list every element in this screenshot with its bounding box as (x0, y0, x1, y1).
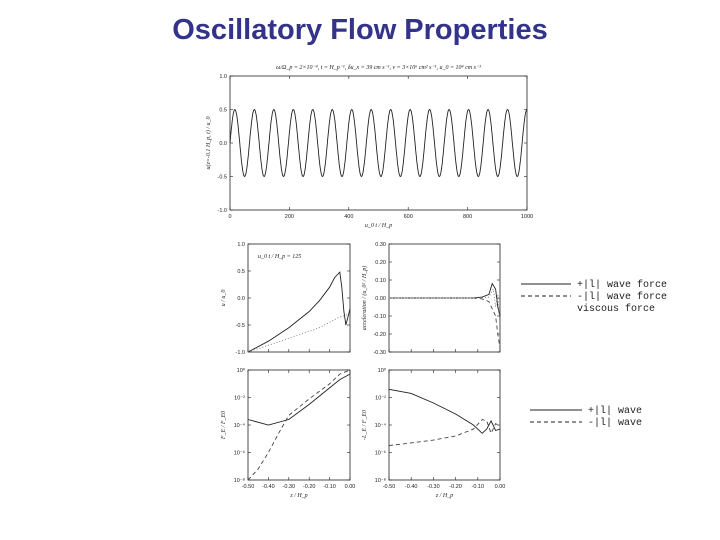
panel-4-ytick-label: 10⁻⁴ (234, 422, 246, 429)
panel-4-ytick-label: 10⁻² (234, 396, 245, 402)
panel-3-ytick-label: 0.00 (375, 296, 386, 302)
legend-waves-label: +|l| wave (588, 405, 642, 417)
panel-4-xtick-label: -0.30 (283, 484, 296, 490)
panel-4-series-dashed (247, 369, 351, 481)
panel-3-ylabel: acceleration / (u_0² / H_p) (361, 266, 368, 330)
panel-1-title: ω/Ω_p = 2×10⁻⁴, t = H_p⁻¹, δu_x = 39 cm … (276, 65, 481, 71)
panel-4-xtick-label: -0.50 (242, 484, 255, 490)
panel-4-xlabel: z / H_p (289, 493, 307, 499)
panel-1-xtick-label: 400 (344, 214, 353, 220)
panel-1-ytick-label: -0.5 (218, 175, 227, 181)
panel-4-series-solid (247, 373, 351, 426)
panel-1-frame (229, 75, 528, 211)
panel-3-ytick-label: -0.20 (373, 332, 386, 338)
panel-4-ytick-label: 10⁻⁸ (234, 477, 245, 484)
panel-5-ytick-label: 10⁰ (378, 367, 387, 374)
panel-4-xtick-label: -0.10 (323, 484, 336, 490)
panel-3-ytick-label: 0.10 (375, 278, 386, 284)
slide-title: Oscillatory Flow Properties (172, 14, 548, 46)
panel-5-series-solid (388, 388, 501, 434)
panel-1-xtick-label: 200 (285, 214, 294, 220)
panel-1-xtick-label: 600 (404, 214, 413, 220)
panel-3-ytick-label: -0.30 (373, 350, 386, 356)
panel-2-ytick-label: 0.0 (237, 296, 245, 302)
panel-5-ytick-label: 10⁻⁴ (375, 422, 387, 429)
panel-5-frame (388, 369, 501, 481)
panel-1-ytick-label: 0.5 (219, 108, 227, 114)
panel-5-series-dashed (388, 418, 501, 447)
panel-2-series-dotted (247, 313, 351, 353)
panel-5-xtick-label: -0.30 (427, 484, 440, 490)
panel-5-xlabel: z / H_p (435, 493, 453, 499)
legend-forces-label: viscous force (577, 303, 655, 315)
panel-4-ytick-label: 10⁰ (237, 367, 246, 374)
panel-1-ytick-label: 1.0 (219, 74, 227, 80)
panel-5-ylabel: -L_E / F_E0 (362, 410, 368, 440)
panel-1-xlabel: u_0 t / H_p (365, 223, 392, 229)
legend-forces-label: +|l| wave force (577, 279, 667, 291)
panel-5-xtick-label: -0.50 (383, 484, 396, 490)
panel-4-xtick-label: 0.00 (345, 484, 356, 490)
panel-5-ytick-label: 10⁻⁸ (375, 477, 386, 484)
panel-4-ylabel: F_E / F_E0 (221, 411, 227, 440)
panel-2-frame (247, 243, 351, 353)
panel-2-series-solid (247, 271, 351, 353)
panel-2-ytick-label: 0.5 (237, 269, 245, 275)
panel-2-ytick-label: 1.0 (237, 242, 245, 248)
panel-3-ytick-label: 0.30 (375, 242, 386, 248)
legend-waves-label: -|l| wave (588, 417, 642, 429)
panel-1-xtick-label: 0 (228, 214, 231, 220)
panel-1-xtick-label: 1000 (521, 214, 533, 220)
panel-4-ytick-label: 10⁻⁶ (234, 450, 245, 457)
panel-3-ytick-label: 0.20 (375, 260, 386, 266)
panel-2-ylabel: u / u_0 (221, 290, 227, 307)
panel-5-xtick-label: -0.10 (472, 484, 485, 490)
panel-1-ytick-label: -1.0 (218, 208, 227, 214)
panel-2-annotation: u_0 t / H_p = 125 (258, 254, 301, 260)
legend-forces-label: -|l| wave force (577, 291, 667, 303)
panel-5-xtick-label: -0.20 (449, 484, 462, 490)
panel-1-xtick-label: 800 (463, 214, 472, 220)
panel-4-xtick-label: -0.40 (262, 484, 275, 490)
panel-5-ytick-label: 10⁻² (375, 396, 386, 402)
panel-1-series (229, 108, 528, 178)
panel-1-ylabel: u(z=-0.1 H_p, t) / u_0 (205, 116, 212, 169)
panel-4-frame (247, 369, 351, 481)
panel-4-xtick-label: -0.20 (303, 484, 316, 490)
panel-3-series-dashed (389, 297, 501, 349)
panel-2-ytick-label: -1.0 (236, 350, 245, 356)
panel-5-ytick-label: 10⁻⁶ (375, 450, 386, 457)
panel-2-ytick-label: -0.5 (236, 323, 245, 329)
panel-5-xtick-label: 0.00 (495, 484, 506, 490)
panel-1-ytick-label: 0.0 (219, 141, 227, 147)
panel-3-series-dotted (389, 287, 501, 326)
panel-5-xtick-label: -0.40 (405, 484, 418, 490)
panel-3-ytick-label: -0.10 (373, 314, 386, 320)
